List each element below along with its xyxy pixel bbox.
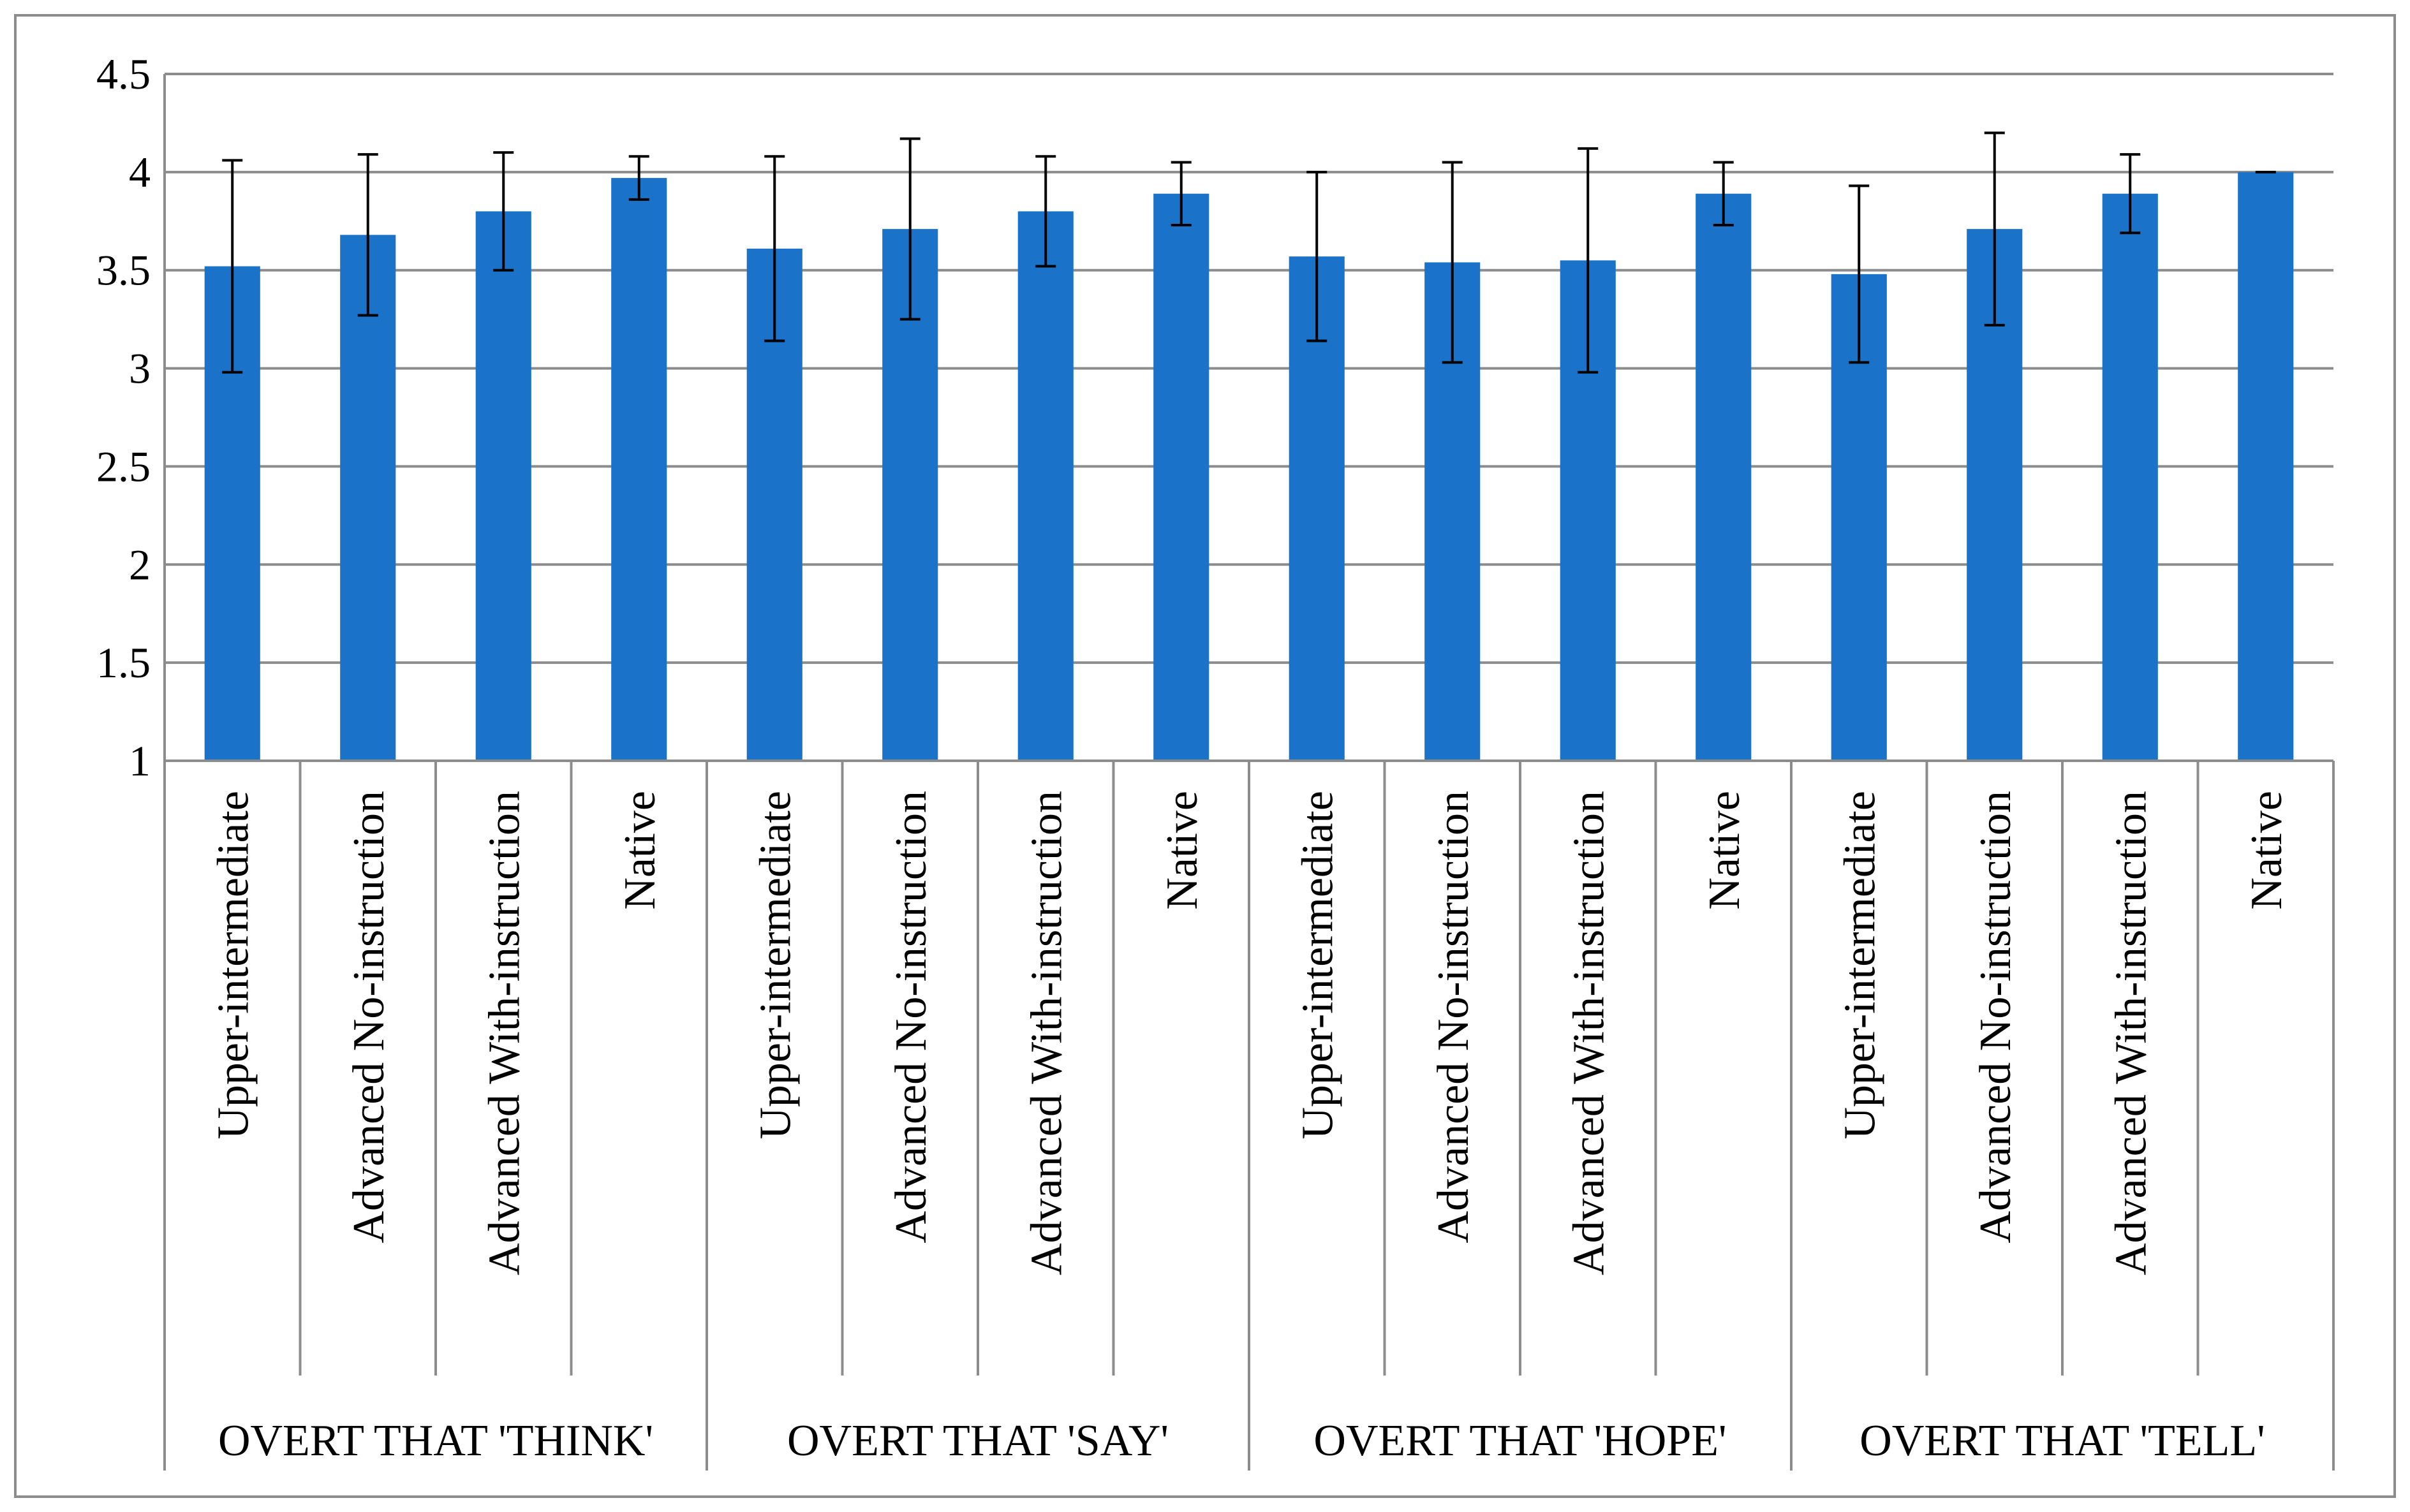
- y-tick-label: 2: [129, 540, 151, 589]
- category-label: Upper-intermediate: [209, 791, 258, 1140]
- category-label: Advanced No-instruction: [1971, 791, 2020, 1244]
- category-label: Advanced No-instruction: [344, 791, 394, 1244]
- x-axis: [163, 74, 2335, 1471]
- bar: [1696, 193, 1752, 761]
- group-labels: OVERT THAT 'THINK' OVERT THAT 'SAY' OVERT …: [218, 1416, 2265, 1465]
- category-label: Upper-intermediate: [751, 791, 800, 1140]
- y-axis-ticks: 1 1.5 2 2.5 3 3.5 4 4.5: [96, 50, 151, 785]
- category-label: Upper-intermediate: [1835, 791, 1884, 1140]
- y-tick-label: 1.5: [96, 638, 151, 687]
- y-tick-label: 1: [129, 737, 151, 785]
- category-label: Advanced With-instruction: [1564, 791, 1613, 1275]
- category-label: Native: [1700, 791, 1749, 910]
- bar: [340, 235, 396, 761]
- category-label: Native: [2242, 791, 2291, 910]
- group-label: OVERT THAT 'TELL': [1859, 1416, 2265, 1465]
- error-bars: [222, 131, 2276, 374]
- category-label: Upper-intermediate: [1293, 791, 1342, 1140]
- group-label: OVERT THAT 'HOPE': [1313, 1416, 1726, 1465]
- bar: [1017, 211, 1074, 761]
- bar: [611, 178, 667, 761]
- category-label: Advanced With-instruction: [2106, 791, 2155, 1275]
- category-label: Native: [1158, 791, 1207, 910]
- group-label: OVERT THAT 'THINK': [218, 1416, 653, 1465]
- bar: [1153, 193, 1209, 761]
- y-tick-label: 4.5: [96, 50, 151, 98]
- bar: [2102, 193, 2158, 761]
- category-label: Advanced With-instruction: [1022, 791, 1071, 1275]
- category-label: Advanced No-instruction: [1429, 791, 1478, 1244]
- y-tick-label: 4: [129, 148, 151, 196]
- category-label: Advanced No-instruction: [887, 791, 936, 1244]
- category-labels: Upper-intermediate Advanced No-instructio…: [209, 791, 2291, 1275]
- category-label: Advanced With-instruction: [480, 791, 529, 1275]
- y-tick-label: 2.5: [96, 442, 151, 490]
- y-tick-label: 3.5: [96, 246, 151, 295]
- bar: [475, 211, 531, 761]
- group-label: OVERT THAT 'SAY': [787, 1416, 1169, 1465]
- bars: [204, 172, 2294, 761]
- category-label: Native: [616, 791, 665, 910]
- bar: [2238, 172, 2294, 761]
- y-tick-label: 3: [129, 344, 151, 393]
